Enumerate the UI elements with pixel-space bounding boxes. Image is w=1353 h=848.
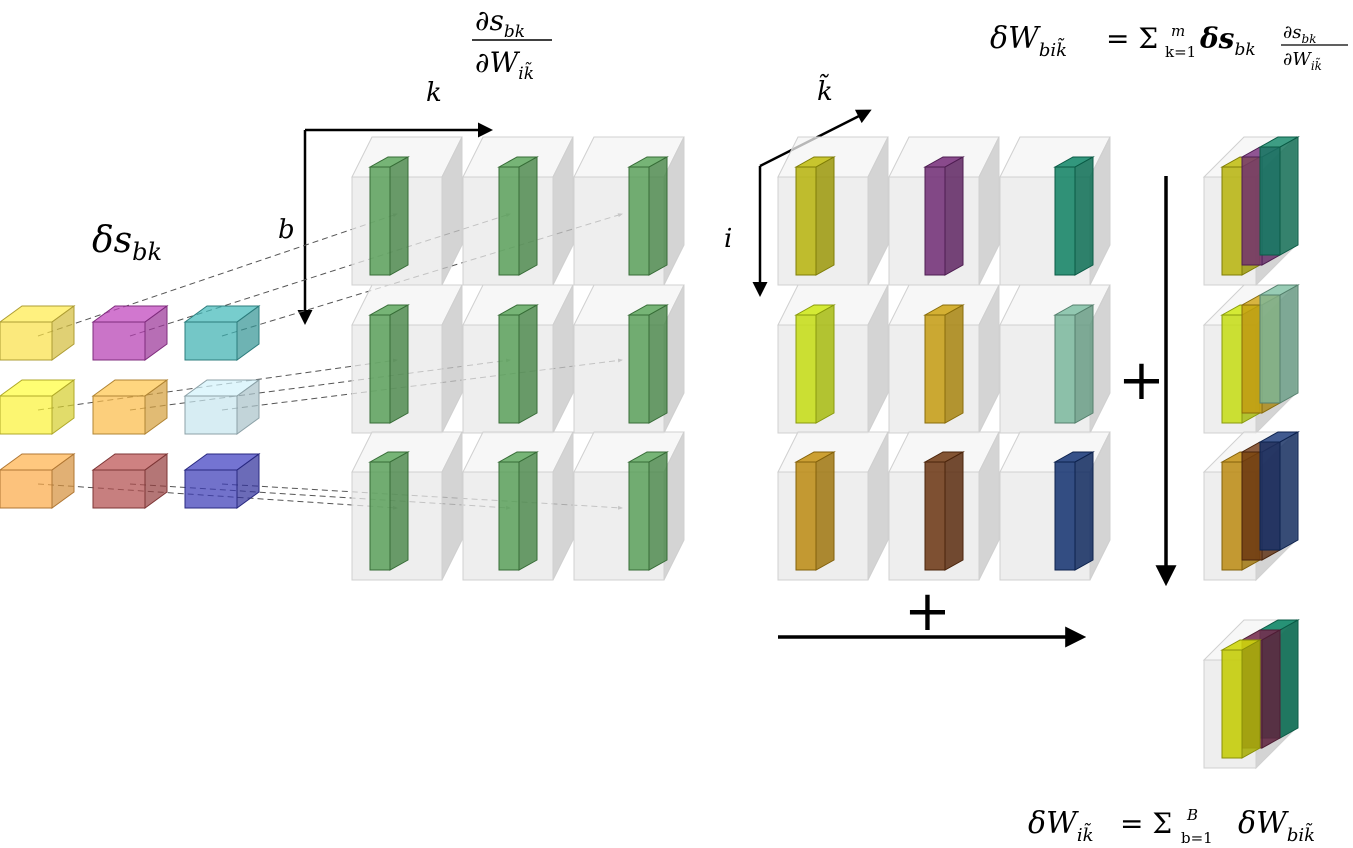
delta-s-cell [0,305,76,361]
derivative-bar [368,156,410,276]
weighted-bar [923,451,965,571]
delta-s-sub: bk [132,238,162,266]
weighted-bar [794,304,836,424]
svg-text:∂Wik̃: ∂Wik̃ [1283,49,1322,73]
connector-line [37,213,398,337]
weighted-bar [1053,451,1095,571]
summed-stacks [1202,135,1300,770]
svg-text:δWbik̃: δWbik̃ [1238,806,1315,846]
delta-s-cell [0,379,76,435]
derivative-bar [368,304,410,424]
bwr-rhs: = Σ [1120,807,1172,840]
kb-axes: k b [278,78,493,325]
weighted-bar [794,156,836,276]
derivative-bar [497,451,539,571]
svg-text:∂sbk: ∂sbk [475,4,525,42]
derivative-boxes [351,136,685,581]
total-bar [1220,639,1262,759]
deriv-num-sub: bk [504,22,525,42]
svg-text:δWik̃: δWik̃ [1028,806,1094,846]
bwr-lhs: δW [1028,806,1079,841]
weighted-bar [1053,156,1095,276]
twr-term: δs [1199,22,1235,55]
twr-lhs-sub: bik̃ [1039,38,1067,61]
delta-s-cell [91,305,169,361]
weighted-bar [794,451,836,571]
axis-ktilde-label: k̃ [817,73,833,107]
twr-term-sub: bk [1234,40,1255,60]
delta-s-cell [0,453,76,509]
plus-right: + [1118,348,1165,413]
twr-frac-den-sub: ik̃ [1311,57,1322,73]
deriv-den: ∂W [475,46,520,79]
derivative-bar [497,304,539,424]
derivative-bar [627,451,669,571]
svg-text:∂Wik̃: ∂Wik̃ [475,46,534,84]
summed-bar [1258,284,1300,404]
axis-k-label: k [426,78,442,108]
deriv-num: ∂s [475,4,504,37]
derivative-bar [627,156,669,276]
weight-grad-formula: δWbik̃ = Σ m k=1 δsbk ∂sbk ∂Wik̃ [990,21,1348,73]
derivative-bar [368,451,410,571]
twr-frac-num-sub: bk [1302,32,1317,46]
weighted-grid [777,136,1111,581]
bwr-term-sub: bik̃ [1287,823,1315,846]
twr-rhs: = Σ [1106,22,1158,55]
weighted-bar [923,304,965,424]
bwr-lhs-sub: ik̃ [1077,823,1094,846]
derivative-bar [627,304,669,424]
summed-bar [1258,136,1300,256]
derivative-bar [497,156,539,276]
bwr-lim-bot: b=1 [1181,829,1213,847]
delta-s-cell [91,379,169,435]
axis-i-label: i [724,224,732,254]
delta-s-main: δs [92,220,132,261]
svg-text:δWbik̃: δWbik̃ [990,21,1067,61]
delta-s-cell [91,453,169,509]
plus-bottom: + [904,579,951,644]
sum-over-batch-formula: δWik̃ = Σ B b=1 δWbik̃ [1028,806,1315,847]
twr-lhs: δW [990,21,1041,56]
delta-s-label: δsbk [92,220,162,266]
twr-lim-bot: k=1 [1165,43,1196,61]
derivative-formula: ∂sbk ∂Wik̃ [472,4,552,84]
bwr-term: δW [1238,806,1289,841]
twr-frac-num: ∂s [1283,22,1302,43]
delta-s-cell [183,453,261,509]
summed-bar [1258,431,1300,551]
delta-s-grid [0,305,261,509]
twr-frac-den: ∂W [1283,49,1312,70]
twr-lim-top: m [1171,22,1185,40]
axis-b-label: b [278,215,295,245]
weighted-bar [923,156,965,276]
weighted-bar [1053,304,1095,424]
sum-arrows: + + [778,176,1177,648]
svg-text:∂sbk: ∂sbk [1283,22,1317,46]
delta-s-cell [183,305,261,361]
bwr-lim-top: B [1186,806,1198,824]
deriv-den-sub: ik̃ [518,62,534,84]
delta-s-cell [183,379,261,435]
svg-text:δsbk: δsbk [1199,22,1256,60]
